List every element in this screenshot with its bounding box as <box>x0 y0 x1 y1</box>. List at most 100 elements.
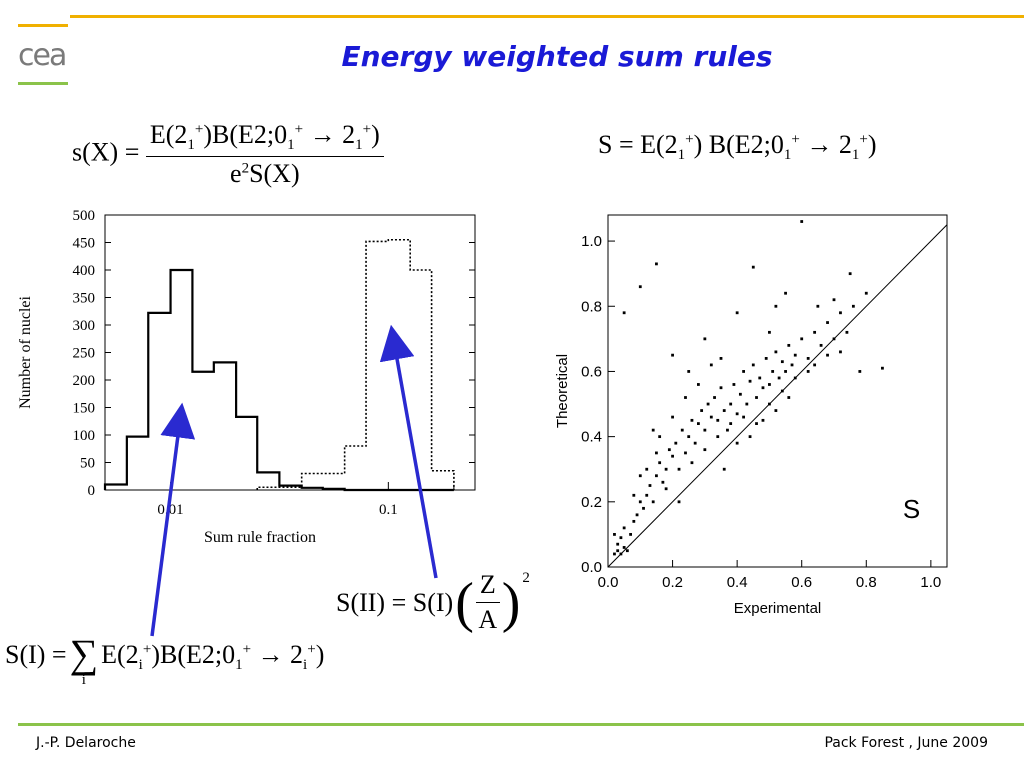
scatter-point <box>748 435 752 439</box>
y-tick-label: 400 <box>73 263 96 279</box>
footer-author: J.-P. Delaroche <box>36 735 136 751</box>
scatter-point <box>697 383 700 386</box>
scatter-point <box>684 396 687 399</box>
scatter-point <box>622 526 626 530</box>
scatter-point <box>638 474 642 478</box>
scatter-point <box>722 409 726 412</box>
footer-event: Pack Forest , June 2009 <box>824 735 988 751</box>
y-tick-label: 1.0 <box>581 233 602 250</box>
scatter-point <box>703 428 707 432</box>
scatter-point <box>848 272 852 276</box>
scatter-point <box>768 402 771 406</box>
scatter-point <box>816 304 820 308</box>
scatter-point <box>667 448 671 452</box>
scatter-point <box>687 370 691 373</box>
x-tick-label: 0.0 <box>598 574 619 591</box>
scatter-point <box>839 311 842 315</box>
scatter-point <box>748 379 752 383</box>
scatter-point <box>813 363 817 367</box>
scatter-point <box>881 366 884 370</box>
scatter-point <box>658 435 662 439</box>
scatter-point <box>638 285 642 289</box>
scatter-point <box>735 311 739 315</box>
scatter-point <box>716 435 720 439</box>
scatter-point <box>613 533 616 536</box>
scatter-point <box>619 552 623 556</box>
scatter-point <box>755 396 758 399</box>
scatter-point <box>738 392 742 396</box>
scatter-point <box>674 441 678 445</box>
scatter-point <box>632 519 636 523</box>
scatter-point <box>622 311 626 315</box>
top-accent-line <box>70 15 1024 18</box>
scatter-point <box>742 370 745 373</box>
scatter-point <box>642 506 645 510</box>
y-tick-label: 0.8 <box>581 298 602 315</box>
scatter-point <box>709 415 713 419</box>
y-axis-label: Number of nuclei <box>17 296 34 409</box>
y-tick-label: 250 <box>73 346 96 362</box>
x-tick-label: 0.2 <box>662 574 683 591</box>
scatter-point <box>774 409 778 412</box>
x-tick-label: 0.1 <box>379 502 398 518</box>
scatter-point <box>671 415 674 419</box>
scatter-point <box>645 493 649 497</box>
scatter-point <box>658 461 662 465</box>
y-tick-label: 0 <box>88 483 96 499</box>
scatter-point <box>719 386 723 390</box>
plot-frame <box>607 214 948 568</box>
scatter-point <box>716 418 720 422</box>
scatter-point <box>671 454 674 458</box>
scatter-point <box>706 402 710 406</box>
scatter-point <box>629 533 632 536</box>
cea-logo: cea <box>18 38 67 73</box>
scatter-point <box>677 467 681 471</box>
y-tick-label: 0.4 <box>581 429 602 446</box>
equation-s-total: S = E(21+) B(E2;01+ → 21+) <box>598 130 877 164</box>
x-axis-label: Experimental <box>734 600 822 617</box>
scatter-point <box>758 376 762 380</box>
x-tick-label: 1.0 <box>920 574 941 591</box>
scatter-point <box>684 451 687 455</box>
scatter-point <box>832 337 836 341</box>
scatter-point <box>722 467 726 471</box>
scatter-point <box>858 370 862 373</box>
scatter-point <box>780 389 784 393</box>
scatter-point <box>729 422 733 425</box>
scatter-point <box>616 542 620 546</box>
arrow-to-solid-histogram <box>150 402 196 637</box>
chart-annotation: S <box>903 494 920 524</box>
scatter-point <box>780 360 784 364</box>
scatter-point <box>651 500 655 504</box>
scatter-point <box>793 353 797 357</box>
scatter-point <box>687 435 691 439</box>
scatter-point <box>671 353 674 357</box>
scatter-point <box>774 350 778 354</box>
scatter-chart: 0.0 0.2 0.4 0.6 0.8 1.0 0.0 0.2 0.4 0.6 0.8 1.0 Expe… <box>554 214 948 617</box>
x-tick-label: 0.4 <box>727 574 748 591</box>
scatter-point <box>787 396 791 399</box>
y-tick-label: 150 <box>73 401 96 417</box>
scatter-point <box>613 552 616 556</box>
scatter-point <box>690 418 694 422</box>
y-tick-label: 200 <box>73 373 96 389</box>
histogram-chart: 0 50 100 150 200 250 300 350 400 450 500 0.01 0.1 Sum… <box>17 208 476 546</box>
scatter-point <box>625 549 629 553</box>
scatter-point <box>655 451 658 455</box>
scatter-point <box>806 357 810 360</box>
scatter-point <box>664 467 668 471</box>
y-tick-label: 0.0 <box>581 559 602 576</box>
scatter-point <box>764 357 768 360</box>
scatter-point <box>761 418 765 422</box>
scatter-point <box>632 493 636 497</box>
scatter-point <box>813 330 817 334</box>
y-tick-label: 350 <box>73 291 96 307</box>
scatter-point <box>703 448 707 452</box>
scatter-point <box>806 370 810 373</box>
scatter-point <box>697 422 700 425</box>
scatter-point <box>771 370 775 373</box>
equation-s-I: S(I) = ∑ i E(2i+)B(E2;01+ → 2i+) <box>5 631 325 689</box>
y-tick-label: 300 <box>73 318 96 334</box>
